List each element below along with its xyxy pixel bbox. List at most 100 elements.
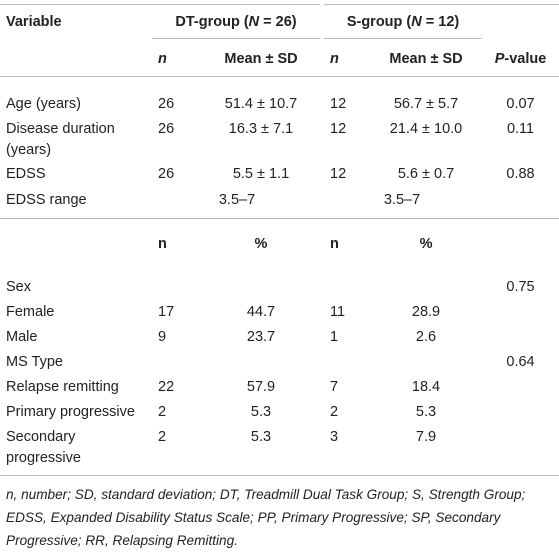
row-label: Male <box>0 325 152 350</box>
cell-text: 2.6 <box>415 328 437 345</box>
data-cell: 44.7 <box>200 300 322 325</box>
cell-text: 5.6 ± 0.7 <box>397 165 455 182</box>
cell-text: 12 <box>330 165 347 182</box>
table-row: MS Type 0.64 <box>0 350 559 375</box>
cell-text: % <box>254 236 268 252</box>
data-cell <box>482 325 559 350</box>
cell-text: 17 <box>158 303 175 320</box>
header-cell: % <box>200 219 322 275</box>
header-cell <box>0 219 152 275</box>
cell-text: 0.64 <box>506 353 535 370</box>
group-header: S-group (N = 12) <box>322 4 483 39</box>
table-row: EDSS range 3.5–7 3.5–7 <box>0 186 559 219</box>
cell-text: 12 <box>330 120 347 137</box>
table-row: Secondary progressive 2 5.3 3 7.9 <box>0 425 559 476</box>
data-cell: 23.7 <box>200 325 322 350</box>
header-cell: Variable <box>0 5 152 39</box>
cell-text: 51.4 ± 10.7 <box>224 96 298 112</box>
data-cell <box>482 186 559 219</box>
data-cell: 26 <box>152 116 200 161</box>
group-text: DT-group ( <box>175 14 249 30</box>
data-cell: 57.9 <box>200 375 322 400</box>
cell-text: Relapse remitting <box>6 378 119 395</box>
cell-text: 26 <box>158 165 175 182</box>
cell-text: 0.11 <box>506 120 535 137</box>
group-text: = 12) <box>421 14 460 30</box>
data-cell <box>322 350 370 375</box>
table-row: n Mean ± SD n Mean ± SD P-value <box>0 39 559 77</box>
cell-text: n <box>158 51 167 67</box>
cell-text: 3.5–7 <box>383 191 421 208</box>
cell-text: Mean ± SD <box>389 51 463 67</box>
cell-text: 1 <box>330 328 339 345</box>
cell-text: 56.7 ± 5.7 <box>393 96 459 112</box>
data-cell: 16.3 ± 7.1 <box>200 116 322 161</box>
cell-text: 0.07 <box>506 96 535 112</box>
data-cell: 0.64 <box>482 350 559 375</box>
data-cell: 3 <box>322 425 370 476</box>
header-cell <box>482 219 559 275</box>
cell-text: 22 <box>158 378 175 395</box>
cell-text: 3 <box>330 428 339 445</box>
data-cell <box>370 275 482 300</box>
data-cell: 22 <box>152 375 200 400</box>
cell-text: 12 <box>330 96 347 112</box>
data-cell: 12 <box>322 116 370 161</box>
header-cell: P-value <box>482 39 559 77</box>
data-cell: 5.3 <box>200 425 322 476</box>
data-cell: 5.3 <box>370 400 482 425</box>
data-cell: 26 <box>152 161 200 186</box>
pvalue-var: P <box>494 50 505 67</box>
data-cell: 11 <box>322 300 370 325</box>
row-label: Primary progressive <box>0 400 152 425</box>
row-label: Female <box>0 300 152 325</box>
data-cell <box>200 350 322 375</box>
cell-text: MS Type <box>6 353 63 370</box>
cell-text: Variable <box>6 14 62 30</box>
data-cell: 2.6 <box>370 325 482 350</box>
data-cell <box>152 275 200 300</box>
data-cell: 28.9 <box>370 300 482 325</box>
cell-text: 3.5–7 <box>218 191 256 208</box>
header-cell: % <box>370 219 482 275</box>
cell-text: EDSS range <box>6 191 87 208</box>
table-row: Variable DT-group (N = 26) S-group (N = 12… <box>0 4 559 39</box>
data-cell: 12 <box>322 77 370 116</box>
data-cell: 12 <box>322 161 370 186</box>
table-row: Age (years) 26 51.4 ± 10.7 12 56.7 ± 5.7 0.07 <box>0 77 559 116</box>
cell-text: 9 <box>158 328 167 345</box>
table-row: Disease duration (years) 26 16.3 ± 7.1 12 21… <box>0 116 559 161</box>
row-label: MS Type <box>0 350 152 375</box>
table-row: Primary progressive 2 5.3 2 5.3 <box>0 400 559 425</box>
data-cell: 5.5 ± 1.1 <box>200 161 322 186</box>
cell-text: EDSS <box>6 165 46 182</box>
table-row: Male 9 23.7 1 2.6 <box>0 325 559 350</box>
cell-text: Primary progressive <box>6 403 135 420</box>
pvalue-text: -value <box>504 50 547 67</box>
row-label: Age (years) <box>0 77 152 116</box>
cell-text: 2 <box>158 428 167 445</box>
table-row: n% n% <box>0 219 559 275</box>
footnote: n, number; SD, standard deviation; DT, T… <box>6 487 526 548</box>
cell-text: 11 <box>330 303 346 320</box>
data-cell <box>482 375 559 400</box>
data-cell: 17 <box>152 300 200 325</box>
cell-text: Age (years) <box>6 96 81 112</box>
cell-text: 2 <box>158 403 167 420</box>
cell-text: Male <box>6 328 38 345</box>
row-label: EDSS range <box>0 186 152 219</box>
header-cell <box>482 5 559 39</box>
data-cell <box>482 300 559 325</box>
data-cell <box>482 400 559 425</box>
cell-text: 26 <box>158 96 175 112</box>
data-cell: 21.4 ± 10.0 <box>370 116 482 161</box>
data-cell: 18.4 <box>370 375 482 400</box>
header-cell: n <box>152 39 200 77</box>
group-var: N <box>411 14 422 30</box>
cell-text: 28.9 <box>411 303 441 320</box>
data-cell: 5.3 <box>200 400 322 425</box>
row-label: Disease duration (years) <box>0 116 152 161</box>
cell-text: 7 <box>330 378 339 395</box>
data-cell: 5.6 ± 0.7 <box>370 161 482 186</box>
data-cell: 0.11 <box>482 116 559 161</box>
